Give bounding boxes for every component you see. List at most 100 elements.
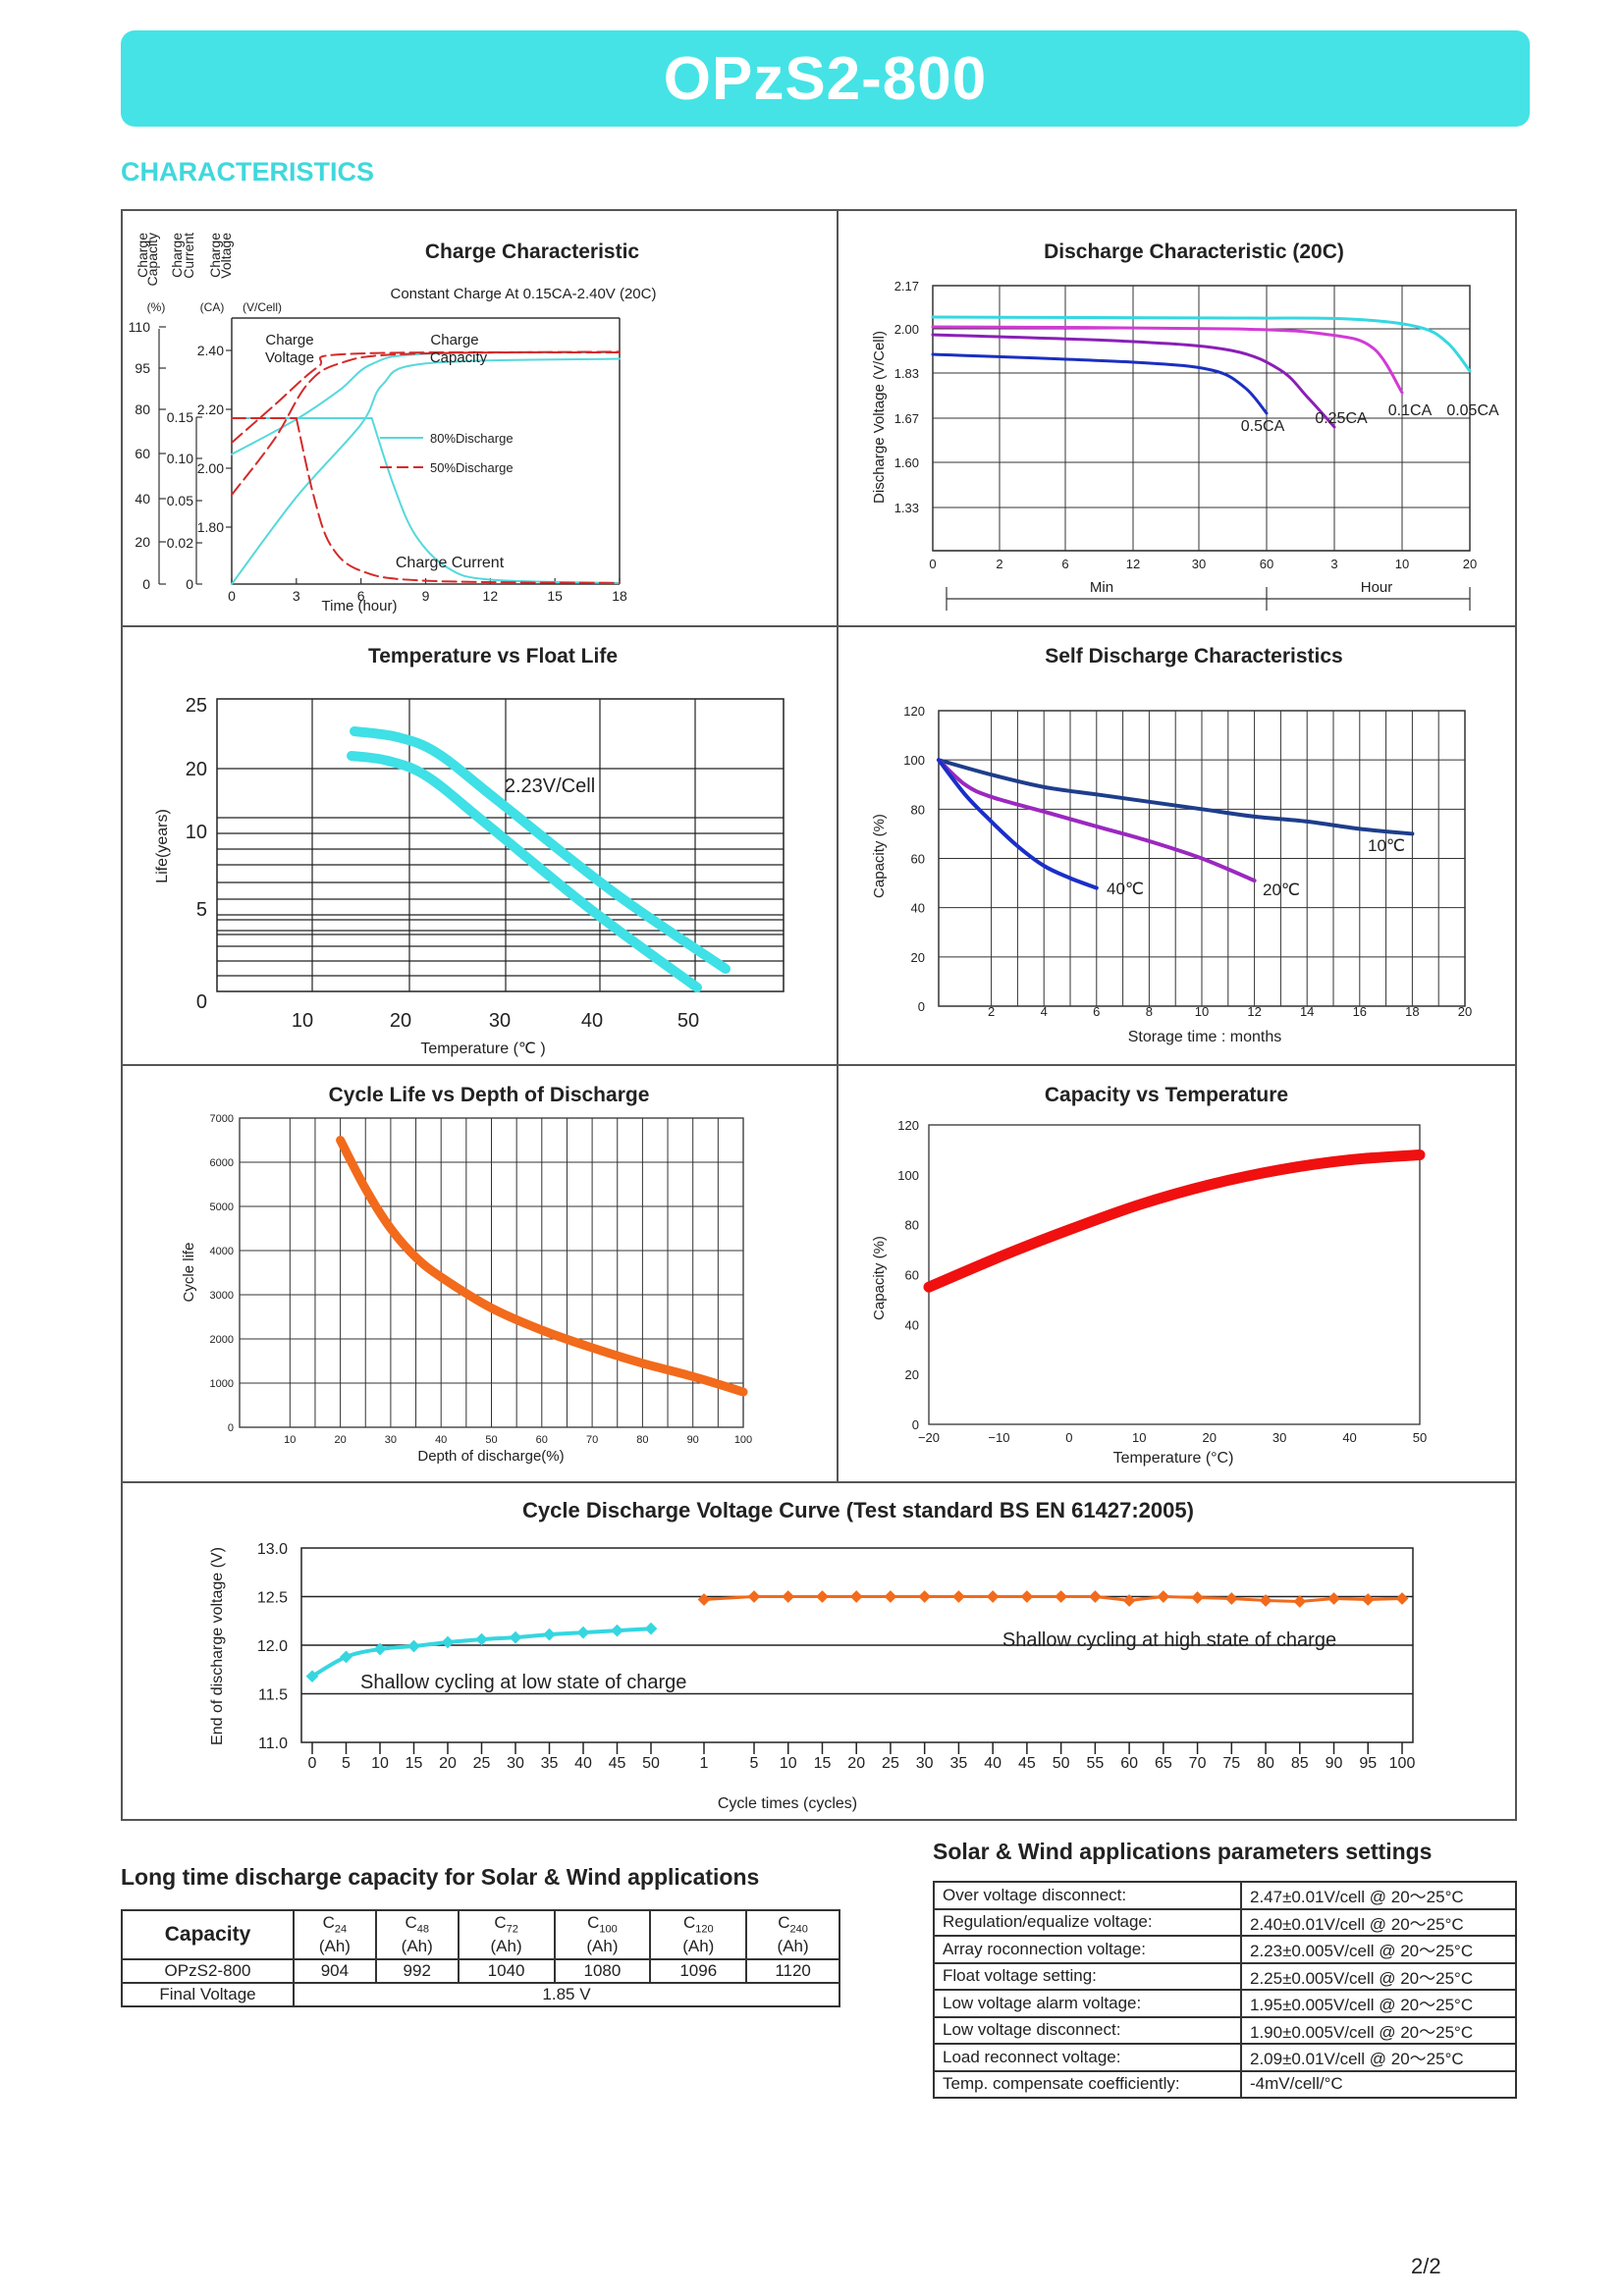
x-tick-label: 15 bbox=[547, 588, 563, 604]
x-tick-label: 60 bbox=[1260, 557, 1273, 571]
x-axis-label: Storage time : months bbox=[1128, 1029, 1282, 1045]
table-row: Load reconnect voltage: 2.09±0.01V/cell @… bbox=[933, 2043, 1517, 2072]
value-cell: 1040 bbox=[457, 1958, 556, 1984]
x-tick-label: 1 bbox=[700, 1755, 709, 1772]
y-tick-label: 2000 bbox=[210, 1334, 234, 1346]
x-tick-label: 35 bbox=[541, 1755, 559, 1772]
series-high-soc-marker bbox=[952, 1590, 965, 1603]
y-tick-label: 5 bbox=[196, 899, 207, 921]
y-tick-label: 0 bbox=[918, 999, 925, 1014]
y-tick-label: 20 bbox=[911, 950, 925, 965]
series-low-soc-marker bbox=[611, 1624, 623, 1637]
series-high-soc-marker bbox=[918, 1590, 932, 1603]
param-label: Load reconnect voltage: bbox=[933, 2043, 1242, 2072]
table-row: Float voltage setting: 2.25±0.005V/cell @… bbox=[933, 1961, 1517, 1991]
series-20℃ bbox=[937, 758, 1257, 883]
current-tick-label: 0.05 bbox=[167, 493, 193, 508]
x-tick-label: 14 bbox=[1300, 1004, 1314, 1019]
param-label: Float voltage setting: bbox=[933, 1961, 1242, 1991]
x-tick-label: 65 bbox=[1155, 1755, 1172, 1772]
x-tick-label: 6 bbox=[357, 588, 365, 604]
x-tick-label: 6 bbox=[1061, 557, 1068, 571]
x-tick-label: 80 bbox=[1257, 1755, 1274, 1772]
grid-divider-h1 bbox=[121, 625, 1517, 627]
y-axis-label: Discharge Voltage (V/Cell) bbox=[871, 331, 888, 504]
y-tick-label: 2.17 bbox=[894, 279, 919, 294]
final-voltage-label: Final Voltage bbox=[121, 1982, 295, 2007]
x-tick-label: 45 bbox=[609, 1755, 626, 1772]
series-high-soc-marker bbox=[1191, 1591, 1204, 1604]
y-tick-label: 25 bbox=[186, 695, 207, 717]
y-tick-label: 80 bbox=[905, 1218, 919, 1233]
series-0.25ca bbox=[931, 333, 1336, 429]
y-axis-label: Cycle life bbox=[181, 1243, 197, 1303]
y-tick-label: 6000 bbox=[210, 1157, 234, 1169]
x-tick-label: 18 bbox=[612, 588, 627, 604]
capacity-tick-label: 0 bbox=[142, 576, 150, 592]
label-0.25ca: 0.25CA bbox=[1315, 410, 1368, 427]
x-tick-label: 30 bbox=[489, 1010, 511, 1032]
x-tick-label: 75 bbox=[1222, 1755, 1240, 1772]
x-tick-label: 85 bbox=[1291, 1755, 1309, 1772]
x-tick-label: 12 bbox=[483, 588, 499, 604]
param-value: 2.25±0.005V/cell @ 20～25°C bbox=[1240, 1961, 1517, 1991]
x-tick-label: 30 bbox=[1272, 1430, 1286, 1445]
label-charge-current: Charge Current bbox=[396, 555, 505, 571]
grid-divider-h3 bbox=[121, 1481, 1517, 1483]
x-tick-label: 40 bbox=[1342, 1430, 1356, 1445]
x-tick-label: 20 bbox=[1458, 1004, 1472, 1019]
param-value: 1.95±0.005V/cell @ 20～25°C bbox=[1240, 1989, 1517, 2018]
y-tick-label: 12.5 bbox=[257, 1590, 288, 1607]
param-value: 2.47±0.01V/cell @ 20～25°C bbox=[1240, 1881, 1517, 1910]
current-tick-label: 0.02 bbox=[167, 535, 193, 551]
value-cell: 1080 bbox=[553, 1958, 652, 1984]
y-axis-label: Capacity (%) bbox=[871, 814, 888, 898]
x-tick-label: 8 bbox=[1146, 1004, 1153, 1019]
grid-divider-h2 bbox=[121, 1064, 1517, 1066]
y-tick-label: 20 bbox=[186, 759, 207, 780]
x-tick-label: 50 bbox=[642, 1755, 660, 1772]
table-row: Regulation/equalize voltage: 2.40±0.01V/c… bbox=[933, 1907, 1517, 1937]
x-tick-label: 90 bbox=[687, 1434, 699, 1446]
y-tick-label: 60 bbox=[905, 1268, 919, 1283]
y-tick-label: 20 bbox=[905, 1367, 919, 1382]
capacity-tick-label: 95 bbox=[135, 360, 150, 376]
x-tick-label: 70 bbox=[1189, 1755, 1207, 1772]
series-high-soc-marker bbox=[782, 1590, 795, 1603]
label-charge-voltage-a: Charge bbox=[265, 332, 313, 348]
x-tick-label: 30 bbox=[1192, 557, 1206, 571]
y-tick-label: 4000 bbox=[210, 1246, 234, 1257]
series-high-soc-marker bbox=[884, 1590, 897, 1603]
y-tick-label: 120 bbox=[903, 704, 925, 719]
table-row: Low voltage disconnect: 1.90±0.005V/cell … bbox=[933, 2015, 1517, 2045]
x-label-min: Min bbox=[1090, 579, 1113, 596]
series-low-soc-marker bbox=[475, 1632, 488, 1646]
capacity-tick-label: 40 bbox=[135, 491, 150, 507]
y-tick-label: 80 bbox=[911, 802, 925, 817]
plot-frame bbox=[216, 698, 785, 992]
y-tick-label: 12.0 bbox=[257, 1638, 288, 1655]
y-tick-label: 0 bbox=[228, 1422, 234, 1434]
series-high-soc-marker bbox=[1020, 1590, 1034, 1603]
table-row: Final Voltage 1.85 V bbox=[121, 1982, 840, 2007]
y-tick-label: 3000 bbox=[210, 1290, 234, 1302]
x-axis-label: Depth of discharge(%) bbox=[417, 1448, 564, 1465]
x-tick-label: 55 bbox=[1086, 1755, 1104, 1772]
series-high-soc-marker bbox=[1055, 1590, 1067, 1603]
table-row: Over voltage disconnect: 2.47±0.01V/cell … bbox=[933, 1881, 1517, 1910]
series-low-soc-marker bbox=[305, 1670, 319, 1683]
x-axis-label: Temperature (°C) bbox=[1113, 1450, 1234, 1467]
y-tick-label: 1.33 bbox=[894, 501, 919, 515]
y-tick-label: 100 bbox=[897, 1168, 919, 1183]
x-tick-label: 35 bbox=[950, 1755, 968, 1772]
x-tick-label: 70 bbox=[586, 1434, 598, 1446]
series-80-capacity bbox=[231, 357, 621, 585]
series-high-soc-marker bbox=[747, 1590, 761, 1603]
label-charge-voltage-b: Voltage bbox=[265, 349, 314, 366]
y-axis-label: End of discharge voltage (V) bbox=[209, 1547, 226, 1745]
x-tick-label: 90 bbox=[1326, 1755, 1343, 1772]
current-tick-label: 0.10 bbox=[167, 451, 193, 466]
characteristics-grid bbox=[121, 209, 1517, 1821]
x-tick-label: 30 bbox=[507, 1755, 524, 1772]
legend-80-label: 80%Discharge bbox=[430, 431, 514, 446]
